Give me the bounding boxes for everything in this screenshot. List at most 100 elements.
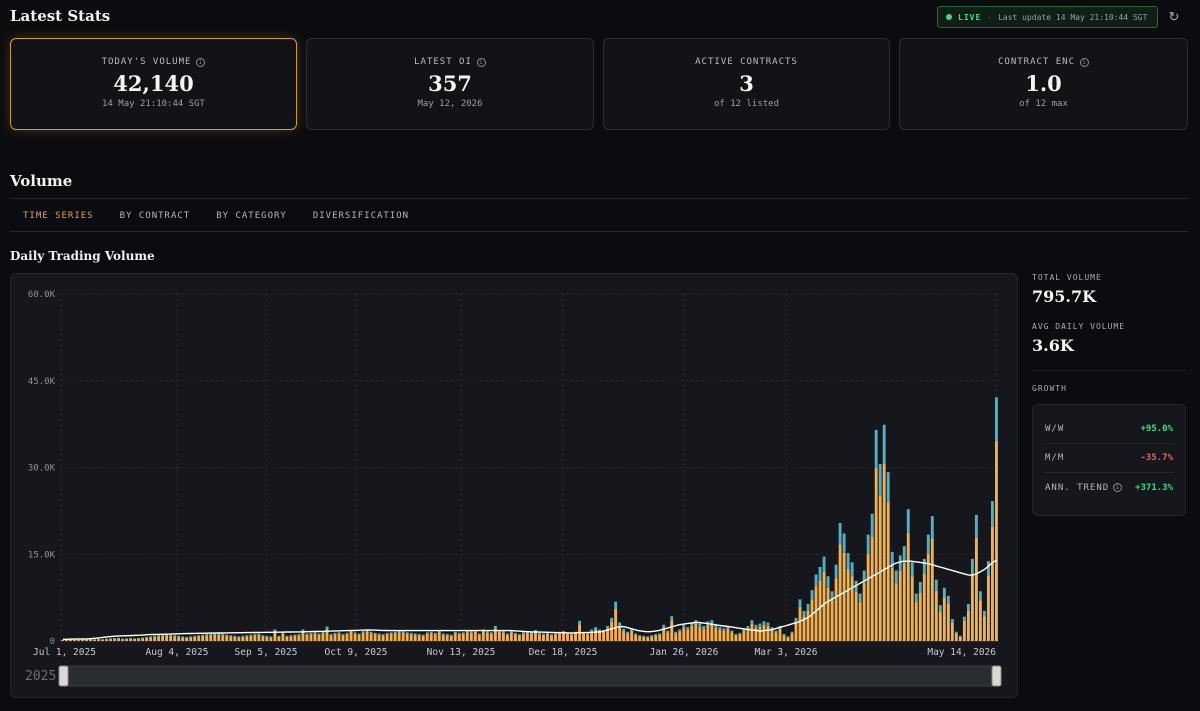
bar-segment-secondary bbox=[882, 424, 886, 464]
bar-segment-primary bbox=[554, 634, 557, 641]
bar-segment-primary bbox=[341, 635, 345, 641]
bar-segment-primary bbox=[630, 630, 634, 641]
bar-segment-primary bbox=[521, 633, 525, 641]
bar-segment-primary bbox=[674, 633, 678, 641]
bar-segment-secondary bbox=[918, 582, 922, 593]
bar-segment-secondary bbox=[405, 632, 409, 634]
bar-segment-secondary bbox=[718, 627, 722, 630]
bar-segment-secondary bbox=[730, 630, 734, 633]
bar-segment-primary bbox=[542, 634, 545, 641]
bar-segment-primary bbox=[954, 633, 958, 641]
growth-value: +371.3% bbox=[1135, 482, 1173, 493]
bar-segment-secondary bbox=[866, 534, 870, 554]
tab-time-series[interactable]: TIME SERIES bbox=[23, 211, 94, 221]
bar-segment-primary bbox=[489, 633, 493, 641]
bar-segment-primary bbox=[814, 586, 818, 641]
growth-row: W/W +95.0% bbox=[1045, 415, 1173, 444]
bar-segment-secondary bbox=[193, 635, 197, 637]
bar-segment-secondary bbox=[898, 555, 902, 571]
bar-segment-secondary bbox=[289, 635, 293, 637]
refresh-icon[interactable]: ↻ bbox=[1168, 9, 1180, 24]
growth-row-label: M/M bbox=[1045, 453, 1064, 463]
bar-segment-primary bbox=[365, 631, 369, 641]
bar-segment-primary bbox=[77, 640, 80, 641]
bar-segment-primary bbox=[978, 600, 982, 641]
bar-segment-primary bbox=[758, 626, 762, 641]
bar-segment-primary bbox=[525, 632, 529, 641]
page-title: Latest Stats bbox=[10, 7, 111, 25]
bar-segment-secondary bbox=[457, 632, 461, 635]
bar-segment-secondary bbox=[554, 632, 557, 635]
bar-segment-secondary bbox=[842, 533, 846, 553]
bar-segment-primary bbox=[606, 628, 610, 641]
range-slider-handle-right[interactable] bbox=[991, 665, 1002, 687]
bar-segment-secondary bbox=[570, 633, 573, 635]
bar-segment-secondary bbox=[333, 632, 337, 635]
bar-segment-primary bbox=[778, 628, 782, 641]
bar-segment-primary bbox=[898, 570, 902, 641]
bar-segment-secondary bbox=[249, 634, 253, 636]
bar-segment-primary bbox=[309, 634, 313, 641]
y-tick-label: 0 bbox=[50, 637, 55, 647]
bar-segment-primary bbox=[177, 636, 181, 641]
info-icon[interactable]: i bbox=[1080, 57, 1090, 67]
bar-segment-secondary bbox=[894, 570, 898, 584]
stat-value: 357 bbox=[428, 71, 472, 96]
bar-segment-primary bbox=[822, 571, 826, 641]
bar-segment-primary bbox=[586, 634, 590, 641]
bar-segment-secondary bbox=[277, 635, 281, 637]
bar-segment-primary bbox=[562, 632, 565, 641]
bar-segment-secondary bbox=[153, 635, 157, 637]
info-icon[interactable]: i bbox=[1113, 483, 1123, 492]
bar-segment-primary bbox=[449, 635, 453, 641]
bar-segment-primary bbox=[850, 576, 854, 641]
bar-segment-primary bbox=[922, 573, 926, 641]
y-tick-label: 45.0K bbox=[28, 377, 56, 387]
bar-segment-primary bbox=[477, 634, 481, 641]
bar-segment-secondary bbox=[990, 501, 994, 527]
bar-segment-primary bbox=[806, 610, 810, 641]
bar-segment-secondary bbox=[690, 622, 694, 626]
bar-segment-secondary bbox=[429, 631, 433, 634]
bar-segment-secondary bbox=[762, 621, 766, 625]
bar-segment-primary bbox=[381, 635, 385, 641]
bar-segment-primary bbox=[854, 591, 858, 641]
bar-segment-secondary bbox=[834, 564, 838, 579]
bar-segment-primary bbox=[301, 631, 305, 641]
bar-segment-secondary bbox=[950, 619, 954, 623]
bar-segment-primary bbox=[101, 639, 104, 641]
bar-segment-primary bbox=[145, 637, 149, 641]
bar-segment-primary bbox=[473, 631, 477, 641]
stat-subtext: 14 May 21:10:44 SGT bbox=[102, 99, 205, 109]
bar-segment-secondary bbox=[113, 638, 116, 639]
bar-segment-secondary bbox=[301, 629, 305, 632]
tab-by-category[interactable]: BY CATEGORY bbox=[216, 211, 287, 221]
bar-segment-secondary bbox=[361, 631, 365, 633]
bar-segment-primary bbox=[237, 637, 241, 641]
bar-segment-secondary bbox=[197, 635, 201, 637]
bar-segment-secondary bbox=[614, 601, 618, 609]
bar-segment-primary bbox=[289, 636, 293, 641]
bar-segment-secondary bbox=[169, 634, 173, 636]
bar-segment-primary bbox=[682, 627, 686, 641]
divider bbox=[10, 231, 1188, 232]
range-slider-handle-left[interactable] bbox=[58, 665, 69, 687]
tab-by-contract[interactable]: BY CONTRACT bbox=[119, 211, 191, 221]
bar-segment-secondary bbox=[654, 634, 658, 636]
bar-segment-primary bbox=[878, 495, 882, 641]
bar-segment-primary bbox=[582, 633, 585, 641]
info-icon[interactable]: i bbox=[196, 57, 206, 67]
bar-segment-secondary bbox=[698, 623, 702, 627]
bar-segment-primary bbox=[846, 568, 850, 641]
bar-segment-primary bbox=[738, 634, 742, 641]
chart-canvas: 0 15.0K 30.0K 45.0K 60.0K Jul 1, 2025 Aug 4, 2… bbox=[25, 290, 1002, 687]
bar-segment-primary bbox=[594, 629, 598, 641]
bar-segment-primary bbox=[574, 633, 577, 641]
bar-segment-primary bbox=[305, 634, 309, 641]
bar-segment-primary bbox=[730, 632, 734, 641]
info-icon[interactable]: i bbox=[476, 57, 486, 67]
bar-segment-primary bbox=[509, 632, 513, 641]
tab-diversification[interactable]: DIVERSIFICATION bbox=[312, 211, 410, 221]
bar-segment-primary bbox=[530, 633, 533, 641]
bar-segment-secondary bbox=[385, 632, 389, 635]
